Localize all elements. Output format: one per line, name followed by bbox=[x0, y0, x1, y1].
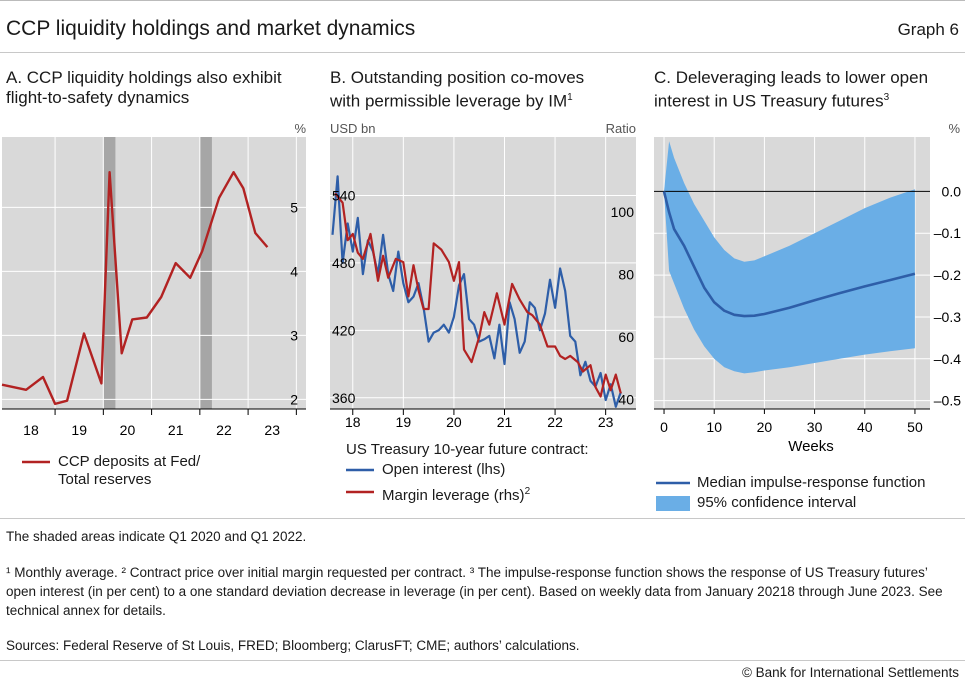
panel-c-legend-swatch-ci bbox=[656, 496, 690, 511]
series-line-median-irf bbox=[662, 191, 916, 318]
x-tick-label: 19 bbox=[396, 414, 412, 430]
panel-b-title: B. Outstanding position co-moves with per… bbox=[330, 68, 585, 111]
panel-b-series bbox=[331, 175, 622, 408]
x-tick-label: 0 bbox=[660, 419, 668, 435]
y-tick-label: –0.1 bbox=[934, 225, 961, 241]
notes-rule bbox=[0, 518, 965, 519]
y-tick-label: 4 bbox=[290, 263, 298, 279]
y-tick-label: 0.0 bbox=[942, 183, 962, 199]
y-tick-label: 2 bbox=[290, 391, 298, 407]
x-tick-label: 23 bbox=[264, 422, 280, 438]
panel-b-legend-margin: Margin leverage (rhs)2 bbox=[382, 486, 531, 504]
sources: Sources: Federal Reserve of St Louis, FR… bbox=[6, 638, 580, 653]
y-tick-label: 5 bbox=[290, 199, 298, 215]
y-tick-label-left: 420 bbox=[332, 322, 356, 338]
series-line-open-interest bbox=[331, 175, 622, 408]
top-rule bbox=[0, 0, 965, 1]
panel-c-title: C. Deleveraging leads to lower open inter… bbox=[654, 68, 929, 111]
x-tick-label: 18 bbox=[345, 414, 361, 430]
panel-b-unit-left: USD bn bbox=[330, 121, 376, 136]
panel-a-unit: % bbox=[294, 121, 306, 136]
y-tick-label-left: 360 bbox=[332, 390, 356, 406]
panel-a-x-ticks: 18 19 20 21 22 23 bbox=[2, 408, 306, 438]
panel-c-legend-median: Median impulse-response function bbox=[697, 474, 926, 491]
panel-b-legend-heading: US Treasury 10-year future contract: bbox=[346, 441, 589, 458]
x-tick-label: 50 bbox=[907, 419, 923, 435]
x-tick-label: 20 bbox=[120, 422, 136, 438]
series-line-ccp-deposits bbox=[1, 171, 269, 406]
x-tick-label: 21 bbox=[168, 422, 184, 438]
panel-a-series bbox=[1, 171, 269, 406]
x-tick-label: 30 bbox=[807, 419, 823, 435]
panel-b-x-ticks: 18 19 20 21 22 23 bbox=[330, 408, 636, 430]
y-tick-label-right: 40 bbox=[618, 392, 634, 408]
panel-c-unit: % bbox=[948, 121, 960, 136]
panel-a-y-ticks: 2 3 4 5 bbox=[290, 199, 298, 407]
shaded-note: The shaded areas indicate Q1 2020 and Q1… bbox=[6, 529, 307, 544]
x-tick-label: 18 bbox=[23, 422, 39, 438]
y-tick-label: –0.4 bbox=[934, 351, 961, 367]
panel-b-grid bbox=[330, 137, 636, 409]
x-tick-label: 40 bbox=[857, 419, 873, 435]
y-tick-label: –0.3 bbox=[934, 309, 961, 325]
bottom-rule bbox=[0, 660, 965, 661]
graph-number: Graph 6 bbox=[897, 20, 959, 39]
panel-c-y-ticks: 0.0 –0.1 –0.2 –0.3 –0.4 –0.5 bbox=[934, 183, 961, 408]
panel-b-legend-open: Open interest (lhs) bbox=[382, 461, 506, 478]
panel-c-x-label: Weeks bbox=[788, 438, 834, 455]
y-tick-label-left: 480 bbox=[332, 255, 356, 271]
panel-b-y-ticks: 360 420 480 540 40 60 80 100 bbox=[332, 187, 634, 407]
panel-a-title: A. CCP liquidity holdings also exhibit fl… bbox=[6, 68, 282, 107]
panel-c-series bbox=[654, 141, 930, 374]
title-rule bbox=[0, 52, 965, 53]
copyright: © Bank for International Settlements bbox=[741, 665, 959, 680]
panel-c-legend-ci: 95% confidence interval bbox=[697, 494, 857, 511]
shaded-period-2 bbox=[199, 137, 212, 409]
x-tick-label: 23 bbox=[598, 414, 614, 430]
y-tick-label: –0.2 bbox=[934, 267, 961, 283]
x-tick-label: 22 bbox=[216, 422, 232, 438]
panel-a-plot-bg bbox=[2, 137, 306, 409]
x-tick-label: 20 bbox=[757, 419, 773, 435]
panel-b-unit-right: Ratio bbox=[606, 121, 636, 136]
graph-title: CCP liquidity holdings and market dynami… bbox=[6, 17, 416, 40]
x-tick-label: 22 bbox=[547, 414, 563, 430]
confidence-band bbox=[664, 141, 915, 374]
series-line-margin-leverage bbox=[334, 192, 622, 398]
y-tick-label-right: 80 bbox=[618, 267, 634, 283]
panel-a-legend-label: CCP deposits at Fed/Total reserves bbox=[58, 453, 201, 488]
x-tick-label: 20 bbox=[446, 414, 462, 430]
x-tick-label: 10 bbox=[706, 419, 722, 435]
x-tick-label: 19 bbox=[71, 422, 87, 438]
panel-c-x-ticks: 0 10 20 30 40 50 bbox=[654, 408, 930, 435]
y-tick-label-right: 60 bbox=[618, 329, 634, 345]
footnotes: ¹ Monthly average. ² Contract price over… bbox=[6, 565, 943, 618]
y-tick-label-right: 100 bbox=[611, 204, 635, 220]
y-tick-label: 3 bbox=[290, 327, 298, 343]
y-tick-label: –0.5 bbox=[934, 393, 961, 409]
x-tick-label: 21 bbox=[497, 414, 513, 430]
y-tick-label-left: 540 bbox=[332, 187, 356, 203]
